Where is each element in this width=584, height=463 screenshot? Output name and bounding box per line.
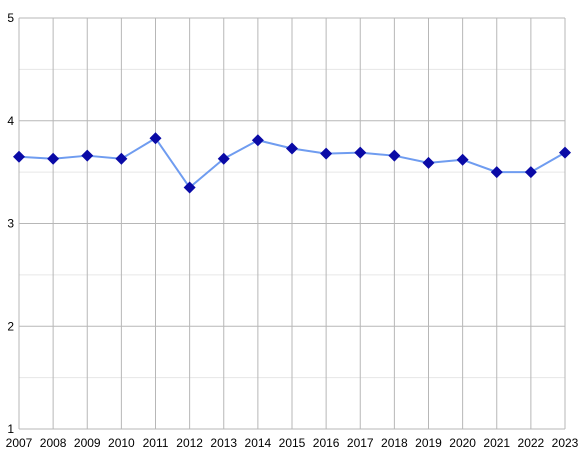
y-tick-label: 3 (7, 217, 14, 231)
x-tick-label: 2013 (210, 436, 237, 450)
x-tick-label: 2021 (483, 436, 510, 450)
x-tick-label: 2015 (279, 436, 306, 450)
data-point-marker (183, 181, 196, 194)
data-point-marker (422, 156, 435, 169)
data-point-marker (388, 149, 401, 162)
data-point-marker (286, 142, 298, 155)
x-tick-label: 2007 (6, 436, 33, 450)
x-tick-label: 2016 (313, 436, 340, 450)
x-tick-label: 2012 (176, 436, 203, 450)
x-tick-labels: 2007 2008 2009 2010 2011 2012 2013 2014 2015 2016… (6, 436, 579, 450)
x-tick-label: 2022 (518, 436, 545, 450)
x-tick-label: 2014 (245, 436, 272, 450)
x-tick-label: 2023 (552, 436, 579, 450)
data-point-marker (217, 152, 230, 165)
x-tick-label: 2008 (40, 436, 67, 450)
data-point-marker (354, 146, 367, 159)
x-tick-label: 2018 (381, 436, 408, 450)
data-point-marker (251, 134, 264, 147)
y-tick-label: 5 (7, 11, 14, 25)
data-point-marker (149, 132, 162, 145)
y-tick-label: 2 (7, 319, 14, 333)
data-point-marker (456, 153, 469, 166)
data-point-marker (115, 152, 128, 165)
series-layer (13, 132, 571, 194)
y-tick-label: 4 (7, 114, 14, 128)
x-tick-label: 2011 (143, 436, 169, 450)
data-point-marker (13, 150, 25, 163)
data-point-marker (559, 146, 571, 159)
x-tick-label: 2009 (74, 436, 101, 450)
data-point-marker (490, 166, 503, 179)
data-point-marker (320, 147, 333, 160)
x-tick-label: 2010 (108, 436, 135, 450)
data-point-marker (81, 149, 94, 162)
major-grid (18, 17, 566, 430)
data-point-marker (47, 152, 60, 165)
data-point-marker (524, 166, 537, 179)
x-tick-label: 2017 (347, 436, 374, 450)
y-tick-label: 1 (7, 422, 14, 436)
x-tick-label: 2020 (449, 436, 476, 450)
x-tick-label: 2019 (415, 436, 442, 450)
y-tick-labels: 1 2 3 4 5 (7, 11, 14, 436)
